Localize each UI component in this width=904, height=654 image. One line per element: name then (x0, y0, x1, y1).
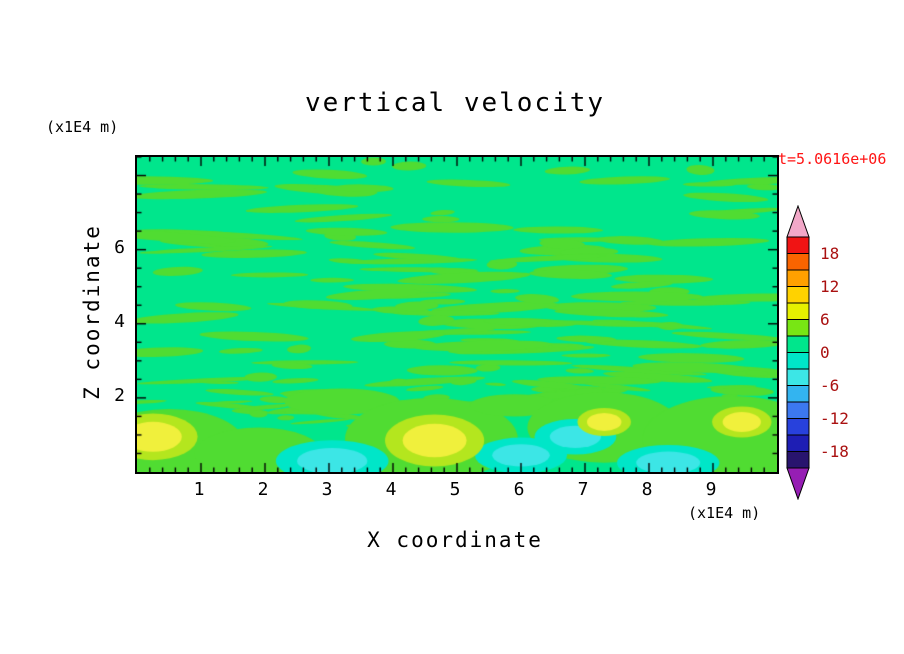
x-tick-label: 1 (193, 479, 205, 500)
colorbar-segment (786, 253, 810, 271)
colorbar-segment (786, 319, 810, 337)
x-tick-label: 7 (577, 479, 589, 500)
chart-title: vertical velocity (304, 88, 606, 118)
x-axis-unit-label: (x1E4 m) (688, 504, 761, 522)
colorbar-segment (786, 236, 810, 254)
colorbar-tick-label: -6 (820, 375, 840, 395)
x-axis-title: X coordinate (367, 528, 543, 552)
y-tick-label: 4 (114, 310, 125, 332)
colorbar-tick-label: -18 (820, 441, 849, 461)
y-axis-title: Z coordinate (80, 224, 104, 400)
y-tick-label: 2 (114, 384, 125, 406)
colorbar (786, 205, 810, 500)
x-tick-label: 5 (449, 479, 461, 500)
contour-field-canvas (137, 157, 777, 472)
colorbar-tick-label: 12 (820, 276, 840, 296)
x-tick-label: 4 (385, 479, 397, 500)
x-tick-label: 8 (641, 479, 653, 500)
colorbar-tick-label: 18 (820, 243, 840, 263)
colorbar-segment (786, 385, 810, 403)
colorbar-segment (786, 269, 810, 287)
plot-area (135, 155, 779, 474)
x-tick-label: 3 (321, 479, 333, 500)
colorbar-segment (786, 401, 810, 419)
time-annotation: t=5.0616e+06 (778, 150, 887, 168)
colorbar-tick-label: -12 (820, 408, 849, 428)
colorbar-arrow-up (786, 205, 810, 238)
colorbar-segment (786, 451, 810, 469)
colorbar-tick-label: 0 (820, 342, 830, 362)
x-tick-label: 2 (257, 479, 269, 500)
colorbar-segment (786, 335, 810, 353)
x-tick-label: 6 (513, 479, 525, 500)
colorbar-segment (786, 302, 810, 320)
y-tick-label: 6 (114, 236, 125, 258)
colorbar-segment (786, 286, 810, 304)
colorbar-tick-label: 6 (820, 309, 830, 329)
x-tick-label: 9 (705, 479, 717, 500)
colorbar-arrow-down (786, 467, 810, 500)
colorbar-segment (786, 368, 810, 386)
colorbar-segment (786, 418, 810, 436)
colorbar-segment (786, 352, 810, 370)
y-axis-unit-label: (x1E4 m) (46, 118, 119, 136)
colorbar-segment (786, 434, 810, 452)
